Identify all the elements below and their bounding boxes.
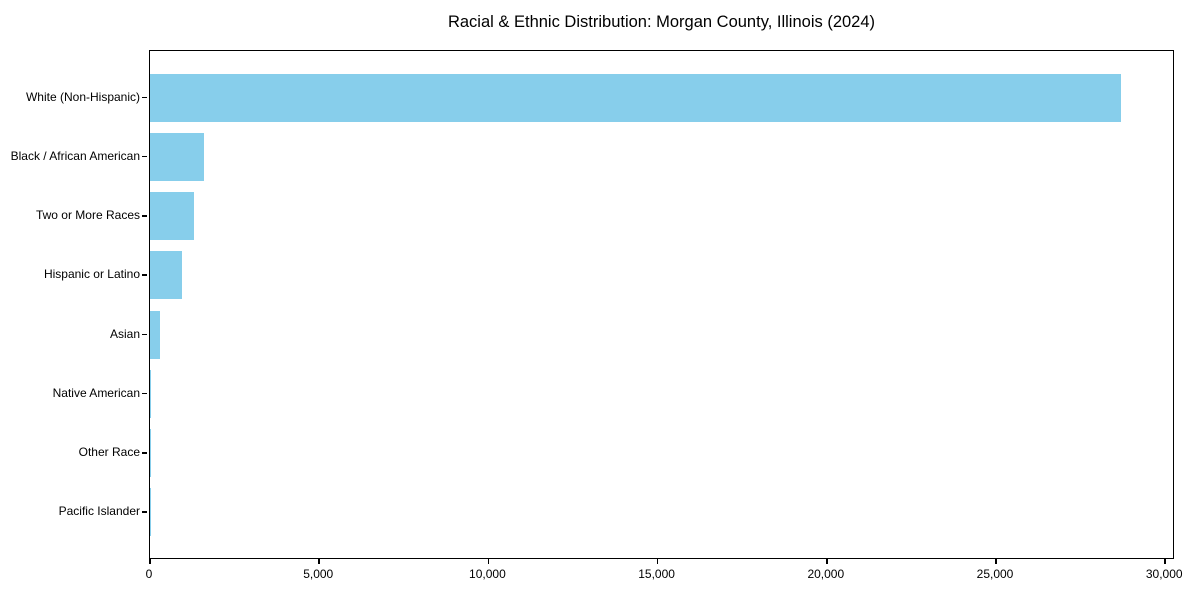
y-axis-label: Asian [109,326,140,341]
y-axis-label: Pacific Islander [58,504,140,519]
x-tick-label: 0 [145,567,153,581]
x-tick-mark [1164,558,1166,564]
x-tick-mark [656,558,659,564]
bar-hispanic-or-latino [150,251,183,300]
bar-white-non-hispanic [150,73,1122,122]
y-axis-label: Two or More Races [35,208,140,223]
x-tick-label: 5,000 [303,567,334,581]
bar-pacific-islander [150,488,151,537]
y-tick-mark [142,452,147,454]
bar-native-american [150,369,152,418]
y-axis-label: Black / African American [10,148,140,163]
y-tick-mark [142,155,147,158]
y-axis-label: White (Non-Hispanic) [25,89,140,104]
chart-title: Racial & Ethnic Distribution: Morgan Cou… [447,13,876,31]
x-tick-label: 10,000 [469,567,506,581]
x-tick-mark [149,558,151,564]
y-tick-mark [142,511,147,513]
y-tick-mark [142,333,147,336]
x-tick-mark [826,558,828,564]
x-tick-label: 15,000 [638,567,675,581]
x-tick-mark [487,558,490,564]
bar-two-or-more-races [150,192,194,241]
x-tick-mark [318,558,320,564]
x-tick-label: 20,000 [807,567,845,581]
y-axis-label: Other Race [78,445,140,460]
x-tick-label: 30,000 [1145,567,1183,581]
y-tick-mark [142,274,147,276]
y-tick-mark [142,215,147,217]
bar-other-race [150,429,151,478]
bar-black-african-american [150,132,205,181]
y-axis-label: Native American [52,385,140,400]
y-tick-mark [142,392,147,395]
x-tick-mark [995,558,997,564]
x-tick-label: 25,000 [976,567,1014,581]
y-axis-label: Hispanic or Latino [43,267,140,282]
y-tick-mark [142,96,147,99]
plot-area [142,50,1174,564]
bar-asian [150,310,161,359]
